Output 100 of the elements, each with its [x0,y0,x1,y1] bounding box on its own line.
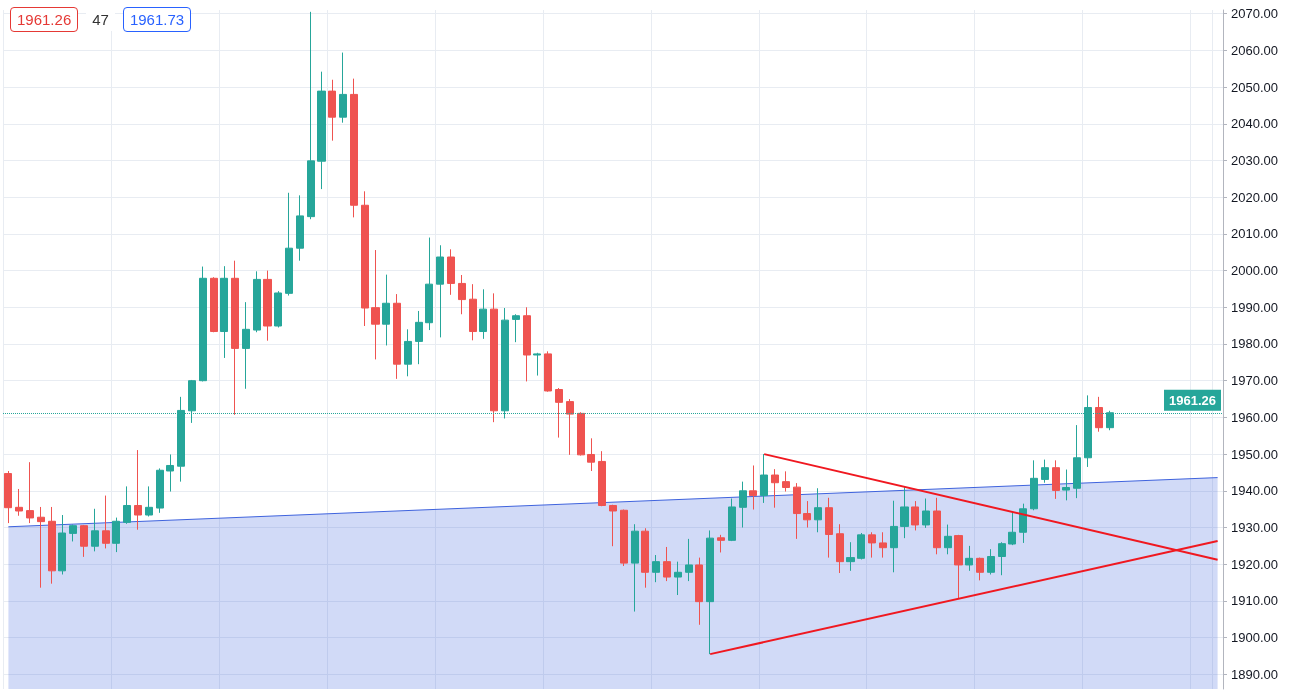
ref-line-label: 1961.26 [1169,392,1216,408]
candlestick [415,310,423,365]
y-tick-label: 1910.00 [1231,593,1278,609]
candlestick [263,270,272,342]
candlestick [479,288,487,340]
y-tick-label: 2040.00 [1231,116,1278,132]
y-tick-label: 2020.00 [1231,189,1278,205]
y-tick-label: 2010.00 [1231,226,1278,242]
candlestick [199,266,207,382]
y-tick-label: 2030.00 [1231,152,1278,168]
candlestick [739,481,747,529]
y-tick-label: 2000.00 [1231,263,1278,279]
candlestick [1095,396,1103,433]
y-tick-label: 1890.00 [1231,666,1278,682]
candlestick [156,467,164,514]
candlestick [145,485,153,517]
candlestick [793,482,801,540]
candlestick [674,561,682,596]
y-tick-label: 1950.00 [1231,446,1278,462]
y-tick-label: 2050.00 [1231,79,1278,95]
candlestick [382,274,390,346]
candlestick [620,509,628,567]
candlestick [1073,424,1081,499]
candlestick [544,350,552,393]
candlestick [371,249,380,360]
candlestick [134,449,142,531]
candlestick [954,534,963,600]
candlestick [48,506,56,585]
candlestick [58,514,66,575]
candlestick [641,527,649,589]
candlestick [15,488,23,517]
candlestick [944,524,952,555]
candlestick [706,529,714,655]
candlestick [112,517,120,553]
candlestick [825,497,833,559]
candlestick [69,524,77,542]
candlestick [598,450,606,507]
candlestick [685,538,693,582]
candlestick [555,387,563,439]
candlestick [533,352,541,377]
candlestick [123,485,131,525]
candlestick [760,453,768,504]
candlestick [317,71,326,190]
candlestick [393,293,401,380]
candlestick [609,504,617,547]
candlestick [328,79,336,142]
candlestick [523,306,531,382]
candlestick [782,470,790,493]
candlestick [1041,459,1049,484]
candlestick [846,541,855,572]
y-tick-label: 1960.00 [1231,409,1278,425]
candlestick [350,78,358,218]
candlestick [587,437,595,472]
candlestick [339,52,347,124]
candlestick [1052,459,1060,500]
candlestick [933,497,941,555]
candlestick [458,274,466,315]
candlestick [911,500,919,531]
candlestick [210,276,218,333]
candlestick [37,506,45,589]
candlestick [425,237,433,331]
candlestick [728,498,736,542]
candlestick [490,292,498,423]
candlestick [836,523,844,574]
y-tick-label: 1930.00 [1231,520,1278,536]
candlestick [4,470,12,524]
candlestick [231,260,239,416]
candlestick [447,248,455,296]
candlestick [220,265,228,359]
candlestick [695,557,703,626]
candlestick [361,190,369,327]
candlestick [469,283,477,341]
candlestick [631,523,639,613]
candlestick [868,531,876,559]
candlestick [717,534,725,553]
candlestick [890,500,898,573]
candlestick [253,270,261,333]
candlestick [577,411,585,457]
annotation: 1961.73 [122,7,192,32]
y-tick-label: 1920.00 [1231,556,1278,572]
candlestick [976,557,984,581]
candlestick [91,508,99,552]
annotation: 1961.26 [10,7,79,32]
candlestick [566,398,574,456]
candlestick [512,313,520,343]
candlestick [296,194,304,262]
y-tick-label: 2070.00 [1231,6,1278,22]
candlestick [166,453,174,493]
candlestick [307,11,315,220]
candlestick [998,541,1006,576]
candlestick [652,554,660,583]
candlestick [1019,503,1027,544]
candlestick [102,495,110,549]
candlestick [771,468,779,509]
candlestick [80,524,88,558]
candlestick [1062,469,1070,501]
candlestick [274,290,282,328]
y-tick-label: 1900.00 [1231,630,1278,646]
candlestick [1030,459,1038,511]
y-tick-label: 1990.00 [1231,299,1278,315]
